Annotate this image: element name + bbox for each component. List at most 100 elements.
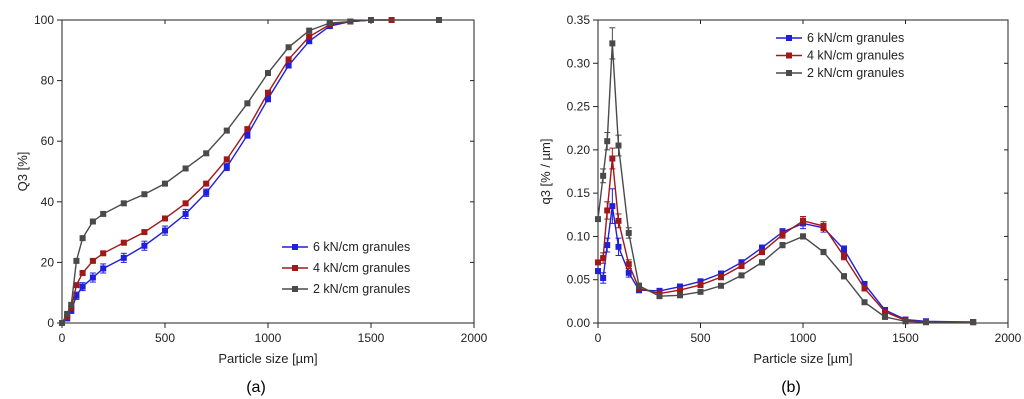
data-point <box>861 281 868 288</box>
data-point <box>820 223 827 230</box>
data-point <box>162 180 168 187</box>
chart-panel-a: 0 500 1000 1500 2000 0 20 40 60 80 100 Particle siz… <box>15 13 488 396</box>
data-point <box>435 17 442 23</box>
data-point <box>595 268 601 275</box>
data-point <box>595 259 601 266</box>
series-line <box>597 206 974 323</box>
data-point <box>68 304 75 311</box>
data-point <box>604 138 611 145</box>
data-point <box>59 320 65 326</box>
panel-label: (b) <box>781 379 801 396</box>
data-point <box>759 244 765 251</box>
data-point <box>779 231 786 238</box>
data-point <box>162 227 168 234</box>
data-point <box>779 242 786 249</box>
data-point <box>100 250 107 257</box>
data-point <box>697 278 704 285</box>
data-point <box>368 17 374 23</box>
data-point <box>306 33 313 40</box>
data-point <box>326 20 333 27</box>
data-point <box>100 210 107 217</box>
legend-label: 4 kN/cm granules <box>313 261 410 275</box>
y-tick-label: 0 <box>47 316 54 330</box>
legend-label: 6 kN/cm granules <box>313 240 410 254</box>
data-point <box>64 310 71 317</box>
legend-marker <box>786 35 792 41</box>
data-point <box>970 319 977 326</box>
legend-label: 6 kN/cm granules <box>807 31 904 45</box>
series-2-kn-cm-granules <box>59 17 442 326</box>
legend-marker <box>786 70 792 76</box>
data-point <box>697 281 704 288</box>
series-2-kn-cm-granules <box>595 27 977 326</box>
data-point <box>73 292 80 299</box>
y-tick-label: 100 <box>34 13 54 27</box>
data-point <box>738 259 745 266</box>
data-point <box>89 218 96 225</box>
data-point <box>718 282 724 289</box>
data-point <box>677 283 683 290</box>
data-point <box>615 142 622 149</box>
data-point <box>615 243 622 250</box>
legend-marker <box>292 286 298 292</box>
data-point <box>182 210 189 217</box>
data-point <box>609 203 616 210</box>
x-tick-label: 500 <box>690 331 710 345</box>
y-axis-label: q3 [% / µm] <box>538 138 553 204</box>
data-point <box>223 163 230 170</box>
data-point <box>625 229 632 236</box>
data-point <box>604 242 611 249</box>
data-point <box>595 216 601 223</box>
data-point <box>609 155 616 162</box>
data-point <box>923 319 929 326</box>
y-tick-label: 20 <box>41 255 55 269</box>
data-point <box>120 254 127 261</box>
y-tick-label: 60 <box>41 134 55 148</box>
data-point <box>902 318 909 325</box>
data-point <box>244 126 251 133</box>
data-point <box>223 156 230 163</box>
x-tick-label: 1000 <box>255 331 282 345</box>
x-tick-label: 0 <box>595 331 602 345</box>
x-tick-label: 1000 <box>790 331 817 345</box>
data-point <box>120 239 127 246</box>
data-point <box>306 38 313 45</box>
data-point <box>738 272 745 279</box>
y-tick-label: 0.25 <box>567 100 591 114</box>
data-point <box>800 217 806 224</box>
x-tick-label: 500 <box>155 331 175 345</box>
plot-frame <box>61 19 475 324</box>
data-point <box>68 307 75 314</box>
data-point <box>68 301 75 308</box>
data-point <box>677 292 683 299</box>
data-point <box>265 95 271 102</box>
data-point <box>718 270 724 277</box>
data-point <box>656 293 663 300</box>
data-point <box>306 27 313 34</box>
data-point <box>738 262 745 269</box>
series-line <box>597 43 974 323</box>
data-point <box>820 249 827 256</box>
data-point <box>89 257 96 264</box>
legend-label: 2 kN/cm granules <box>807 66 904 80</box>
legend-marker <box>292 265 298 271</box>
data-point <box>759 249 765 256</box>
chart-panel-b: 0 500 1000 1500 2000 0.00 0.05 0.10 0.15 0.20 0.25… <box>538 13 1022 396</box>
data-point <box>347 18 354 25</box>
data-point <box>759 259 765 266</box>
series-line <box>597 158 974 323</box>
x-tick-label: 1500 <box>892 331 919 345</box>
y-tick-label: 0.30 <box>567 56 591 70</box>
data-point <box>244 132 251 139</box>
data-point <box>285 56 292 63</box>
data-point <box>604 207 611 214</box>
data-point <box>79 270 86 277</box>
series-line <box>61 19 392 324</box>
data-point <box>697 288 704 295</box>
legend-label: 2 kN/cm granules <box>313 282 410 296</box>
x-tick-label: 2000 <box>995 331 1022 345</box>
data-point <box>625 269 632 276</box>
data-point <box>89 274 96 281</box>
y-tick-label: 80 <box>41 74 55 88</box>
